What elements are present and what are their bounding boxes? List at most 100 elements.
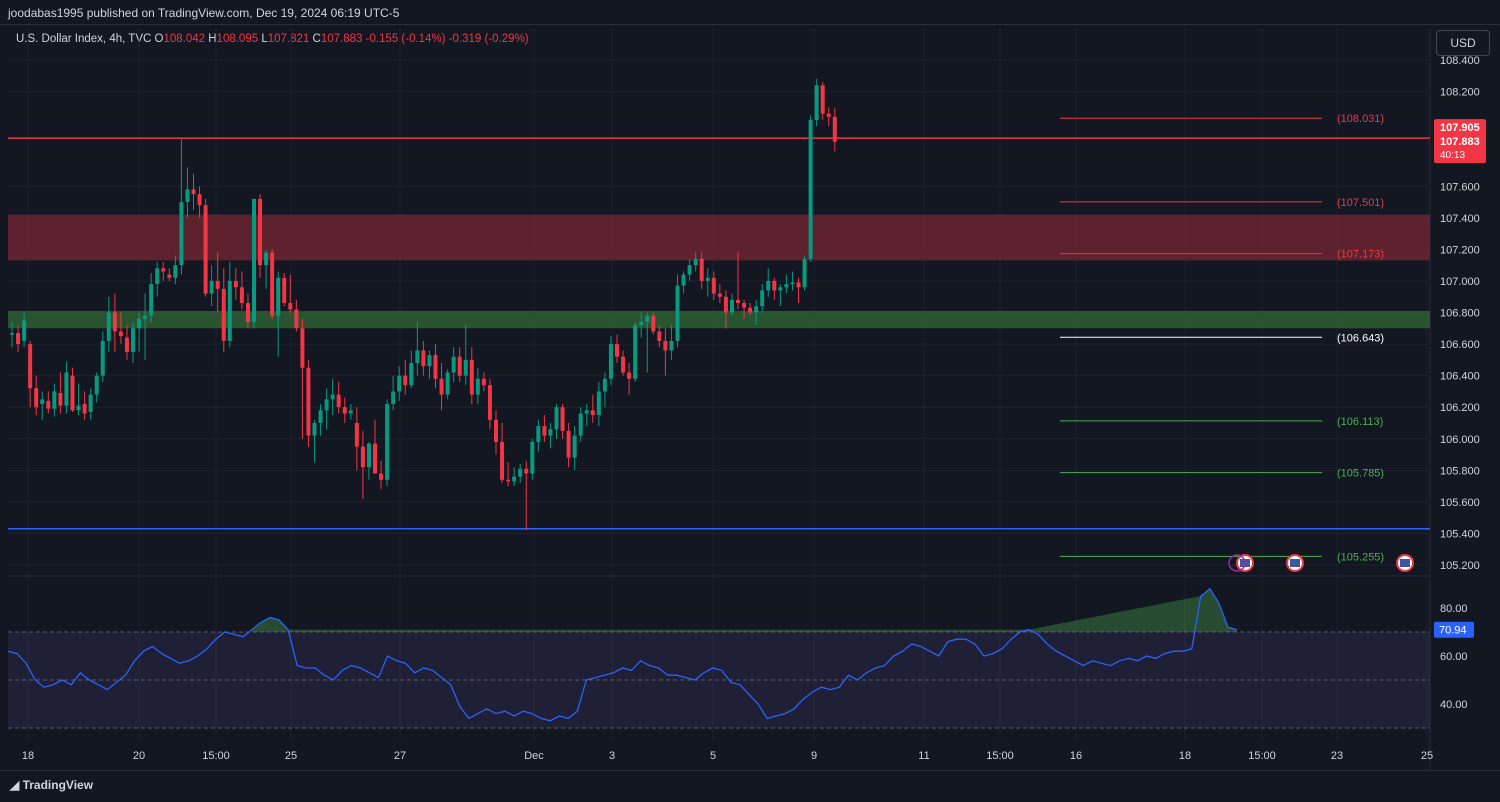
level-label: (105.255)	[1337, 551, 1384, 563]
publisher-text: joodabas1995 published on TradingView.co…	[8, 6, 400, 20]
rsi-band-fill	[8, 632, 1430, 728]
level-label: (106.643)	[1337, 332, 1384, 344]
candle-body	[124, 337, 129, 352]
event-ring-icon	[1228, 554, 1246, 572]
x-tick-label: Dec	[524, 750, 544, 762]
price-zone	[8, 214, 1430, 261]
change-value-2: -0.319 (-0.29%)	[448, 33, 529, 45]
candle-body	[530, 441, 535, 474]
high-label: H	[208, 33, 217, 45]
x-tick-label: 18	[1179, 750, 1191, 762]
x-tick-label: 25	[285, 750, 297, 762]
candle-body	[596, 391, 601, 416]
candle-body	[421, 350, 426, 367]
candle-body	[245, 303, 250, 322]
candle-body	[705, 277, 710, 281]
y-tick-label: 105.600	[1440, 497, 1480, 509]
candle-body	[669, 340, 674, 351]
close-label: C	[312, 33, 321, 45]
candle-body	[723, 296, 728, 313]
candle-body	[233, 280, 238, 288]
candle-body	[197, 194, 202, 206]
candle-body	[487, 385, 492, 420]
candle-body	[373, 443, 377, 474]
candle-body	[137, 318, 142, 329]
candle-body	[621, 356, 626, 373]
candle-body	[282, 277, 287, 304]
tradingview-logo[interactable]: ◢ TradingView	[10, 778, 93, 792]
candle-body	[711, 277, 716, 294]
symbol-info: U.S. Dollar Index, 4h, TVC O108.042 H108…	[16, 33, 529, 45]
candle-body	[306, 367, 311, 436]
candle-body	[736, 299, 740, 304]
flag-circle	[1396, 554, 1414, 572]
candle-body	[342, 407, 347, 414]
candle-body	[76, 405, 81, 411]
symbol-name[interactable]: U.S. Dollar Index, 4h, TVC	[16, 33, 152, 45]
candle-body	[578, 413, 583, 436]
candle-body	[312, 422, 317, 436]
candle-body	[330, 394, 335, 400]
candle-body	[494, 419, 498, 442]
candle-body	[820, 85, 825, 114]
x-tick-label: 27	[394, 750, 406, 762]
y-tick-label: 106.600	[1440, 339, 1480, 351]
candle-body	[409, 363, 414, 386]
rsi-panel	[7, 587, 1430, 729]
candle-body	[760, 290, 765, 307]
candle-body	[252, 198, 256, 322]
rsi-overbought-fill	[252, 588, 1237, 632]
candle-body	[602, 378, 607, 392]
candle-body	[675, 285, 680, 341]
x-tick-label: 3	[609, 750, 615, 762]
candle-body	[366, 443, 371, 468]
candle-body	[10, 333, 14, 335]
candle-body	[512, 476, 517, 482]
candle-body	[748, 307, 753, 313]
candle-body	[131, 328, 135, 352]
candle-body	[185, 189, 190, 203]
publisher-bar: joodabas1995 published on TradingView.co…	[0, 0, 1500, 25]
candle-body	[439, 378, 444, 395]
low-value: 107.821	[267, 33, 310, 45]
grid-lines	[8, 28, 1431, 770]
candle-body	[663, 340, 668, 351]
candle-body	[415, 350, 420, 363]
candle-body	[754, 306, 759, 313]
candle-body	[651, 315, 656, 332]
candle-body	[318, 410, 323, 423]
price-zone	[8, 310, 1430, 329]
rsi-value-tag	[1434, 621, 1474, 638]
candle-body	[34, 388, 39, 408]
y-tick-label: 108.400	[1440, 55, 1480, 67]
candle-body	[288, 303, 293, 310]
candle-body	[82, 404, 87, 414]
candle-body	[802, 258, 807, 288]
candle-body	[258, 198, 263, 266]
candle-body	[348, 410, 353, 414]
y-tick-label: 106.800	[1440, 308, 1480, 320]
candle-body	[173, 265, 178, 278]
flag-circle	[1286, 554, 1304, 572]
close-value: 107.883	[320, 33, 363, 45]
candle-body	[590, 410, 595, 416]
candle-body	[270, 252, 275, 316]
candle-body	[300, 328, 305, 368]
y-tick-label: 105.200	[1440, 560, 1480, 572]
candle-body	[106, 312, 111, 341]
candle-body	[542, 426, 547, 436]
x-tick-label: 15:00	[202, 750, 230, 762]
candle-body	[64, 372, 69, 406]
flag-event-icon	[1396, 554, 1414, 572]
candle-body	[28, 344, 33, 389]
candle-body	[463, 359, 468, 376]
candle-body	[203, 205, 208, 294]
candle-body	[264, 252, 269, 266]
currency-button[interactable]: USD	[1436, 30, 1490, 56]
candle-body	[94, 375, 99, 395]
candle-body	[560, 407, 565, 431]
candle-body	[209, 280, 214, 294]
candle-body	[336, 394, 341, 408]
rsi-tick-label: 80.00	[1440, 603, 1468, 615]
